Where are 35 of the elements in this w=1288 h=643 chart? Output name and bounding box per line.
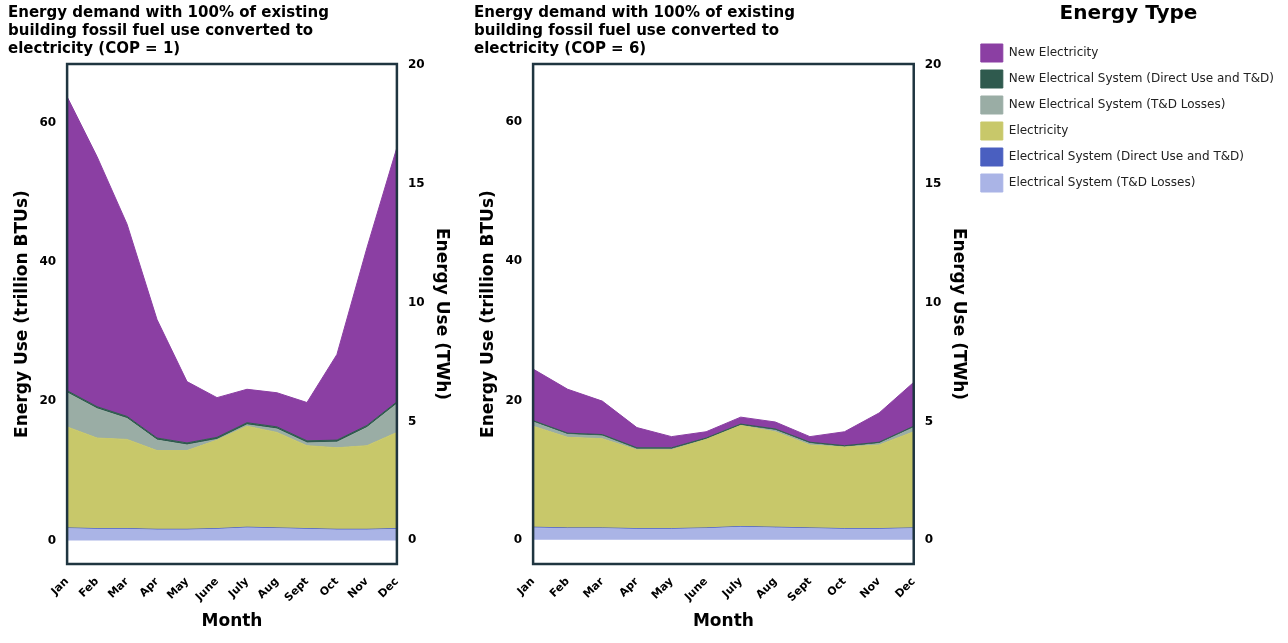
y-axis-title: Energy Use (trillion BTUs)	[10, 190, 31, 438]
y2-tick-label: 0	[924, 532, 934, 547]
chart-title: Energy demand with 100% of existing building fossil fuel use converted to electricity (COP = 6)	[474, 2, 795, 57]
y-tick-label: 0	[47, 532, 57, 547]
y-axis-title: Energy Use (trillion BTUs)	[476, 190, 497, 438]
y2-tick-label: 10	[924, 294, 942, 309]
y-tick-label: 20	[39, 393, 57, 408]
legend-label: Electrical System (T&D Losses)	[1008, 175, 1196, 190]
y2-tick-label: 10	[407, 294, 425, 309]
y-tick-label: 20	[505, 392, 523, 407]
y2-axis-title: Energy Use (TWh)	[950, 227, 971, 401]
x-tick-label: Oct	[316, 574, 342, 599]
y2-tick-label: 5	[407, 413, 417, 428]
y-tick-label: 40	[39, 253, 57, 268]
y2-tick-label: 5	[924, 413, 934, 428]
y2-tick-label: 20	[407, 57, 425, 72]
x-axis-title: Month	[692, 610, 754, 631]
y-tick-label: 40	[505, 253, 523, 268]
y2-axis-title: Energy Use (TWh)	[433, 227, 454, 401]
y-tick-label: 0	[513, 531, 523, 546]
legend-label: New Electrical System (Direct Use and T&D)	[1008, 71, 1275, 86]
x-axis-title: Month	[201, 610, 263, 631]
legend-title: Energy Type	[1059, 0, 1198, 25]
chart-title: Energy demand with 100% of existing building fossil fuel use converted to electricity (COP = 1)	[8, 2, 329, 57]
y-tick-label: 60	[39, 114, 57, 129]
legend-label: New Electrical System (T&D Losses)	[1008, 97, 1226, 112]
legend-label: New Electricity	[1008, 45, 1099, 60]
y-tick-label: 60	[505, 113, 523, 128]
legend-label: Electricity	[1008, 123, 1069, 138]
y2-tick-label: 20	[924, 57, 942, 72]
y2-tick-label: 15	[924, 176, 942, 191]
y2-tick-label: 0	[407, 532, 417, 547]
y2-tick-label: 15	[407, 176, 425, 191]
legend-label: Electrical System (Direct Use and T&D)	[1008, 149, 1245, 164]
x-tick-label: Oct	[824, 574, 849, 599]
